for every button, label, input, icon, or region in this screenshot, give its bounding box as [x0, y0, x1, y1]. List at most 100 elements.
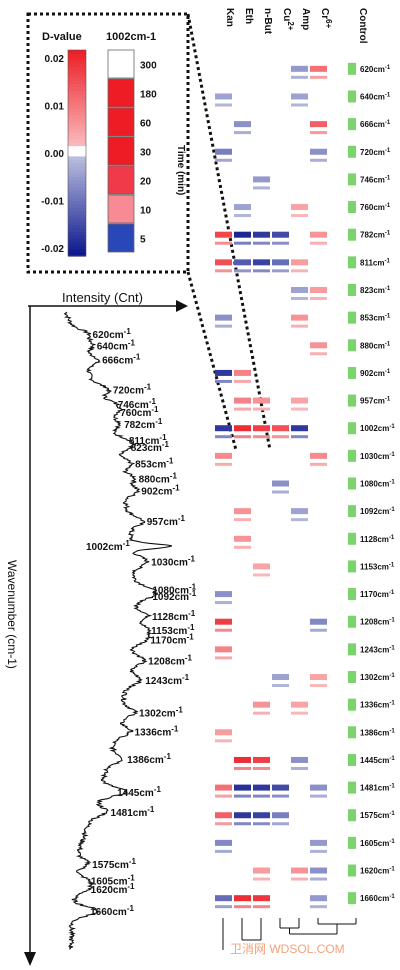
peak-label: 760cm-1	[120, 405, 159, 419]
heatmap-cell	[253, 711, 270, 715]
heatmap	[215, 62, 356, 909]
colorbar-step	[68, 190, 86, 195]
row-label: 620cm-1	[360, 65, 391, 74]
heatmap-cell	[310, 684, 327, 688]
colorbar-step	[68, 84, 86, 89]
control-cell	[348, 560, 356, 573]
heatmap-cell	[234, 756, 251, 763]
heatmap-cell	[272, 794, 289, 798]
heatmap-cell	[310, 867, 327, 874]
control-cell	[348, 422, 356, 435]
wavenumber-axis-arrow	[24, 952, 36, 966]
time-legend-label: 300	[140, 61, 157, 72]
time-legend-swatch	[107, 165, 135, 195]
colorbar-step	[68, 101, 86, 106]
colorbar-frame	[67, 49, 87, 257]
colorbar-step	[68, 122, 86, 127]
control-cell	[348, 283, 356, 296]
row-label: 746cm-1	[360, 175, 391, 184]
control-cell	[348, 726, 356, 739]
colorbar-step	[68, 77, 86, 82]
heatmap-cell	[215, 839, 232, 846]
row-label: 1170cm-1	[360, 590, 395, 599]
colorbar-step	[68, 135, 86, 140]
heatmap-cell	[215, 646, 232, 653]
colorbar-step	[68, 115, 86, 120]
peak-label: 1336cm-1	[135, 724, 179, 738]
colorbar-step	[68, 252, 86, 257]
heatmap-cell	[234, 131, 251, 135]
dendrogram	[222, 918, 357, 950]
heatmap-cell	[234, 369, 251, 376]
legend-inset-box	[26, 12, 190, 274]
row-label: 811cm-1	[360, 258, 390, 267]
heatmap-cell	[253, 231, 270, 238]
heatmap-cell	[291, 214, 308, 218]
colorbar-step	[68, 183, 86, 188]
heatmap-cell	[215, 784, 232, 791]
heatmap-cell	[253, 407, 270, 411]
heatmap-cell	[253, 435, 270, 439]
time-legend-label: 30	[140, 148, 152, 159]
heatmap-cell	[291, 518, 308, 522]
watermark: 卫消网 WDSOL.COM	[230, 942, 345, 956]
heatmap-cell	[215, 269, 232, 273]
heatmap-cell	[253, 186, 270, 190]
control-cell	[348, 892, 356, 905]
colorbar-step	[68, 228, 86, 233]
colorbar-tick-label: 0.02	[45, 54, 65, 65]
row-label: 666cm-1	[360, 120, 391, 129]
heatmap-cell	[253, 895, 270, 902]
peak-label: 1386cm-1	[127, 752, 171, 766]
control-cell	[348, 339, 356, 352]
control-cell	[348, 256, 356, 269]
heatmap-cell	[291, 324, 308, 328]
heatmap-cell	[215, 729, 232, 736]
heatmap-cell	[253, 867, 270, 874]
colorbar-step	[68, 231, 86, 236]
heatmap-cell	[215, 462, 232, 466]
row-label: 1605cm-1	[360, 839, 395, 848]
colorbar-step	[68, 104, 86, 109]
colorbar-step	[68, 180, 86, 185]
intensity-axis-arrow	[176, 300, 188, 312]
heatmap-cell	[310, 148, 327, 155]
colorbar-step	[68, 111, 86, 116]
colorbar-step	[68, 142, 86, 147]
row-label: 640cm-1	[360, 92, 391, 101]
heatmap-cell	[272, 812, 289, 819]
colorbar-step	[68, 139, 86, 144]
heatmap-cell	[291, 269, 308, 273]
peak-label: 1620cm-1	[91, 882, 135, 896]
heatmap-cell	[272, 490, 289, 494]
heatmap-cell	[272, 231, 289, 238]
row-label: 1002cm-1	[360, 424, 395, 433]
peak-label: 640cm-1	[97, 338, 136, 352]
heatmap-cell	[234, 259, 251, 266]
time-legend-swatch	[107, 223, 135, 253]
heatmap-cell	[215, 591, 232, 598]
control-cell	[348, 698, 356, 711]
heatmap-cell	[215, 656, 232, 660]
peak-label: 1153cm-1	[151, 623, 195, 637]
time-legend-swatch	[107, 194, 135, 224]
heatmap-cell	[291, 259, 308, 266]
heatmap-cell	[215, 148, 232, 155]
row-label: 902cm-1	[360, 369, 391, 378]
colorbar-step	[68, 67, 86, 72]
heatmap-cell	[215, 628, 232, 632]
heatmap-cell	[215, 601, 232, 605]
heatmap-cell	[215, 314, 232, 321]
colorbar-step	[68, 225, 86, 230]
column-header: n-But	[262, 8, 273, 35]
heatmap-cell	[215, 435, 232, 439]
control-cell	[348, 532, 356, 545]
colorbar-title: D-value	[42, 31, 82, 43]
row-label: 1243cm-1	[360, 645, 395, 654]
peak-label: 666cm-1	[102, 353, 141, 367]
colorbar-step	[68, 74, 86, 79]
colorbar-step	[68, 146, 86, 151]
heatmap-cell	[272, 480, 289, 487]
control-cell	[348, 753, 356, 766]
